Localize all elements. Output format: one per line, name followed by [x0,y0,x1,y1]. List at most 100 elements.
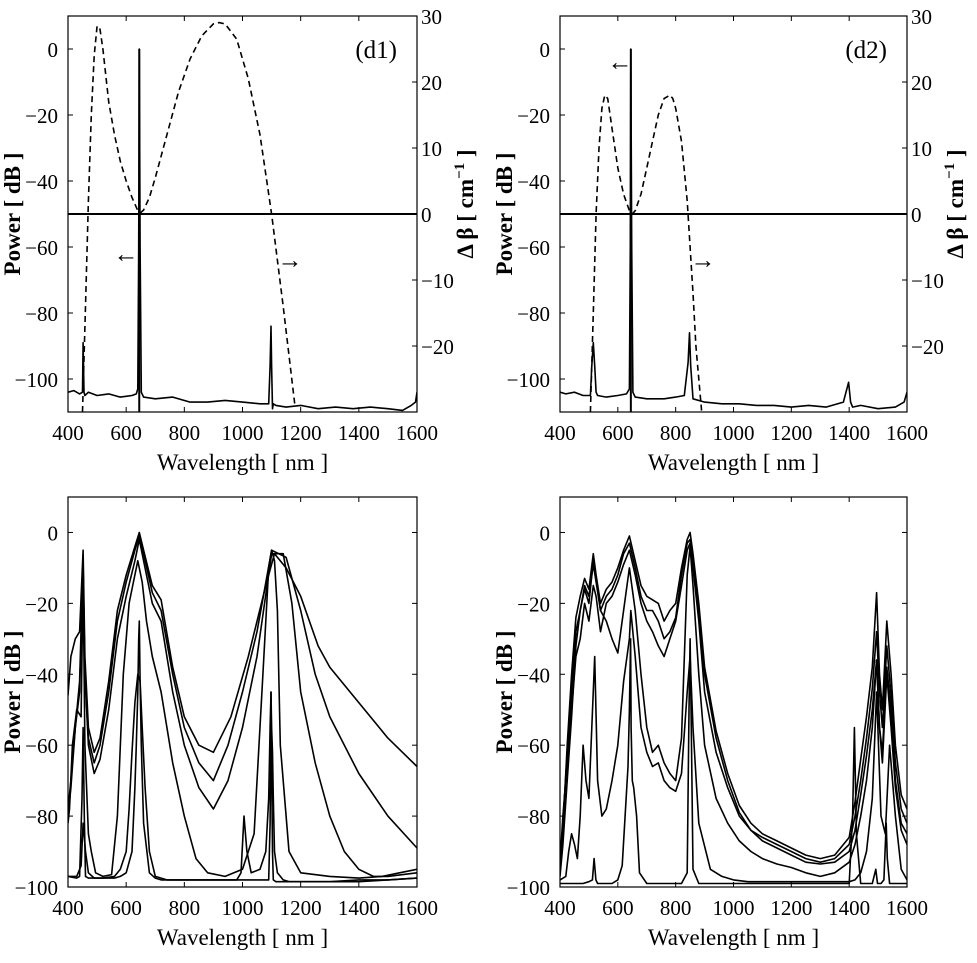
x-tick-label: 1600 [396,896,438,920]
x-tick-label: 600 [602,421,634,445]
y2-tick-label: 30 [911,5,932,29]
x-tick-label: 1200 [770,896,812,920]
y-tick-label: −60 [517,236,550,260]
y-tick-label: 0 [540,521,551,545]
series-s1 [560,637,907,885]
y-tick-label: −80 [25,805,58,829]
chart-panel-d1: 400 600 800 1000 1200 1400 1600 0 −20 −40 −60 −80 −1… [0,5,478,475]
y-axis-label: Power [ dB ] [0,153,25,276]
x-tick-label: 1000 [222,421,264,445]
plot-frame [559,15,908,413]
y-axis-label: Power [ dB ] [492,153,517,276]
series-group [560,48,907,412]
y-tick-label: −60 [517,734,550,758]
x-tick-label: 800 [169,896,201,920]
x-tick-label: 400 [544,421,576,445]
x-tick-label: 600 [110,421,142,445]
y-tick-label: −20 [517,104,550,128]
x-tick-label: 800 [660,896,692,920]
y2-tick-label: 0 [421,203,432,227]
series-s4 [68,538,417,878]
right-axis-arrow: → [691,247,716,274]
y-tick-label: 0 [540,38,551,62]
y-tick-label: 0 [48,38,59,62]
series-delta_beta [589,93,703,412]
series-s2 [68,673,417,883]
x-tick-label: 400 [544,896,576,920]
chart-panel-d2: 400 600 800 1000 1200 1400 1600 0 −20 −40 −60 −80 −1… [492,5,968,475]
y-tick-label: −100 [15,876,58,900]
y-tick-label: −80 [517,302,550,326]
y2-axis-label: Δ β [ cm−1 ] [942,149,968,258]
series-s4 [560,538,907,870]
y-tick-label: −40 [25,170,58,194]
x-tick-label: 1000 [713,421,755,445]
y2-tick-label: 20 [911,71,932,95]
series-s1 [68,620,417,883]
chart-panel-d2-evolution: 400 600 800 1000 1200 1400 1600 0 −20 −40 −60 −80 −1… [492,496,928,950]
x-tick-label: 1000 [222,896,264,920]
y-axis-label: Power [ dB ] [0,631,25,754]
chart-panel-d1-evolution: 400 600 800 1000 1200 1400 1600 0 −20 −40 −60 −80 −1… [0,496,438,950]
plot-frame [67,496,418,888]
y-axis-label: Power [ dB ] [492,631,517,754]
x-tick-label: 1200 [280,896,322,920]
series-spectrum [68,48,417,412]
y-tick-label: 0 [48,521,59,545]
x-tick-label: 1200 [770,421,812,445]
x-axis-label: Wavelength [ nm ] [157,925,328,950]
x-tick-label: 1600 [396,421,438,445]
y-tick-label: −100 [15,368,58,392]
x-tick-label: 1400 [338,896,380,920]
y-tick-label: −80 [517,805,550,829]
y-tick-label: −60 [25,236,58,260]
series-s6 [68,531,417,768]
x-tick-label: 800 [169,421,201,445]
y2-axis-label: Δ β [ cm−1 ] [452,149,478,258]
y2-tick-label: 20 [421,71,442,95]
series-delta_beta [81,21,296,412]
x-tick-label: 1600 [886,421,928,445]
y2-tick-label: 10 [421,137,442,161]
x-tick-label: 1400 [828,896,870,920]
series-group [68,21,417,412]
y2-tick-label: −20 [421,335,454,359]
y2-tick-label: −10 [911,269,944,293]
x-tick-label: 1400 [338,421,380,445]
y2-tick-label: 30 [421,5,442,29]
series-s5 [560,531,907,873]
x-tick-label: 1200 [280,421,322,445]
y-tick-label: −20 [25,104,58,128]
x-tick-label: 1400 [828,421,870,445]
y-tick-label: −80 [25,302,58,326]
x-axis-label: Wavelength [ nm ] [648,925,819,950]
y-tick-label: −20 [517,592,550,616]
x-tick-label: 600 [602,896,634,920]
x-axis-label: Wavelength [ nm ] [648,450,819,475]
y2-tick-label: 0 [911,203,922,227]
y-tick-label: −40 [25,663,58,687]
plot-frame [67,15,418,413]
series-group [68,531,417,883]
right-axis-arrow: → [278,247,303,274]
series-s6 [560,545,907,878]
series-group [560,531,907,885]
x-axis-label: Wavelength [ nm ] [157,450,328,475]
y-tick-label: −60 [25,734,58,758]
series-spectrum [560,48,907,410]
left-axis-arrow: ← [114,241,139,268]
left-axis-arrow: ← [608,49,633,76]
panel-label: (d2) [845,37,887,64]
x-tick-label: 400 [52,896,84,920]
y2-tick-label: −10 [421,269,454,293]
x-tick-label: 800 [660,421,692,445]
series-s2 [560,609,907,883]
panel-label: (d1) [355,37,397,64]
x-tick-label: 1000 [713,896,755,920]
x-tick-label: 1600 [886,896,928,920]
series-s3 [68,549,417,879]
y-tick-label: −40 [517,170,550,194]
x-tick-label: 400 [52,421,84,445]
x-tick-label: 600 [110,896,142,920]
